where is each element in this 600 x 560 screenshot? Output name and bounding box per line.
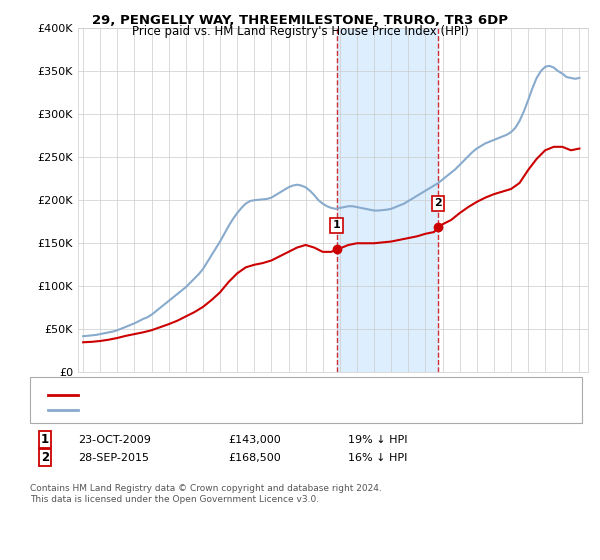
Text: 23-OCT-2009: 23-OCT-2009 bbox=[78, 435, 151, 445]
Text: 16% ↓ HPI: 16% ↓ HPI bbox=[348, 452, 407, 463]
Text: 2: 2 bbox=[41, 451, 49, 464]
Text: 28-SEP-2015: 28-SEP-2015 bbox=[78, 452, 149, 463]
Text: Price paid vs. HM Land Registry's House Price Index (HPI): Price paid vs. HM Land Registry's House … bbox=[131, 25, 469, 38]
Text: HPI: Average price, semi-detached house, Cornwall: HPI: Average price, semi-detached house,… bbox=[81, 405, 348, 415]
Text: 29, PENGELLY WAY, THREEMILESTONE, TRURO, TR3 6DP: 29, PENGELLY WAY, THREEMILESTONE, TRURO,… bbox=[92, 14, 508, 27]
Text: £143,000: £143,000 bbox=[228, 435, 281, 445]
Text: 1: 1 bbox=[333, 220, 340, 230]
Text: 1: 1 bbox=[41, 433, 49, 446]
Text: Contains HM Land Registry data © Crown copyright and database right 2024.
This d: Contains HM Land Registry data © Crown c… bbox=[30, 484, 382, 504]
Text: 29, PENGELLY WAY, THREEMILESTONE, TRURO, TR3 6DP (semi-detached house): 29, PENGELLY WAY, THREEMILESTONE, TRURO,… bbox=[81, 390, 496, 400]
Text: 2: 2 bbox=[434, 198, 442, 208]
Bar bbox=[337, 28, 438, 372]
Text: 19% ↓ HPI: 19% ↓ HPI bbox=[348, 435, 407, 445]
Text: £168,500: £168,500 bbox=[228, 452, 281, 463]
